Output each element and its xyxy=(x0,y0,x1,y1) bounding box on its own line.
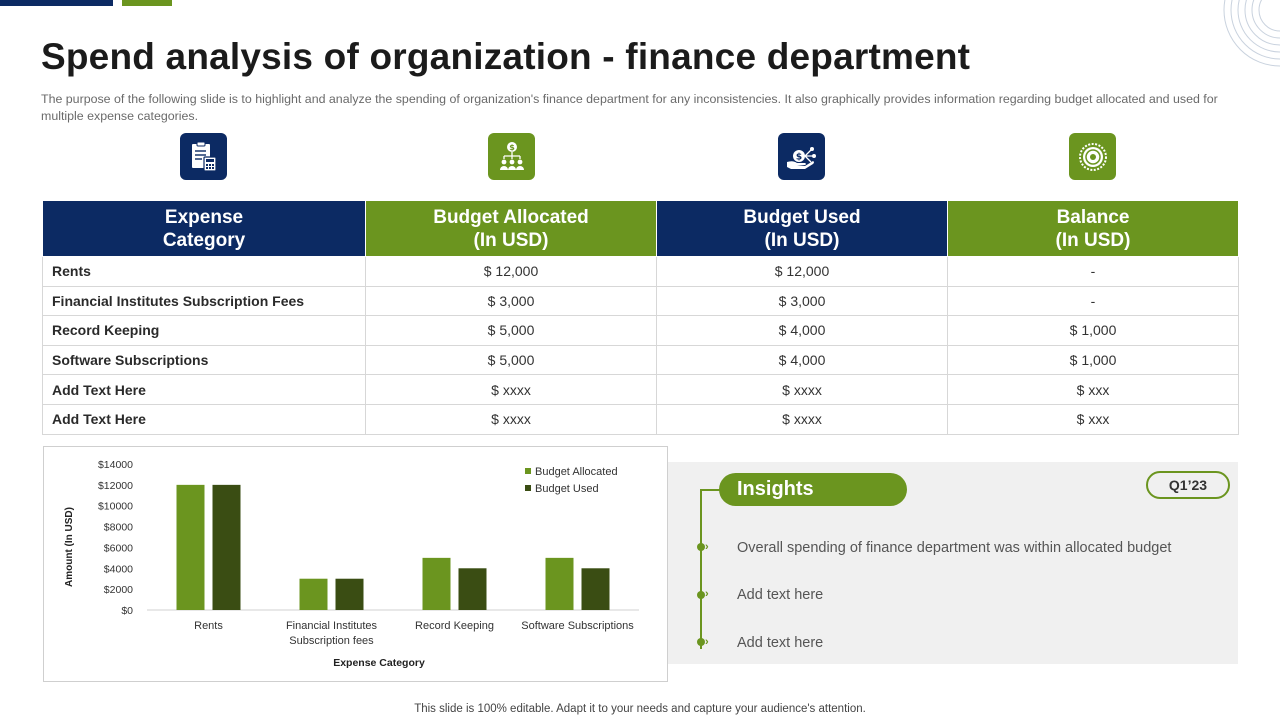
budget-bar-chart: $0 $2000 $4000 $6000 $8000 $10000 $12000 $14000… xyxy=(43,446,668,682)
insight-item: Add text here xyxy=(737,587,824,603)
chevron-right-icon: › xyxy=(705,588,709,600)
y-tick-label: $12000 xyxy=(98,480,133,492)
table-header-row: Expense Category Budget Allocated (In USD)… xyxy=(42,200,1239,257)
table-row: Add Text Here $ xxxx $ xxxx $ xxx xyxy=(42,374,1239,405)
cell-balance: - xyxy=(947,285,1239,317)
y-tick-label: $14000 xyxy=(98,459,133,471)
header-expense-category: Expense Category xyxy=(42,200,366,257)
x-tick-label: Record Keeping xyxy=(415,620,494,632)
cell-used: $ 3,000 xyxy=(656,285,948,317)
x-tick-label: Subscription fees xyxy=(289,635,374,647)
cell-used: $ xxxx xyxy=(656,403,948,435)
x-axis-title: Expense Category xyxy=(333,657,425,669)
quarter-badge: Q1’23 xyxy=(1146,471,1230,499)
insights-label: Insights xyxy=(719,473,907,506)
insight-bullet xyxy=(697,638,705,646)
decorative-circles xyxy=(1223,0,1280,67)
x-tick-label: Rents xyxy=(194,620,223,632)
top-accent-bar-green xyxy=(122,0,172,6)
table-row: Software Subscriptions $ 5,000 $ 4,000 $… xyxy=(42,344,1239,376)
chevron-right-icon: › xyxy=(705,541,709,553)
y-tick-label: $4000 xyxy=(104,563,133,575)
cell-balance: $ xxx xyxy=(947,403,1239,435)
bar-budget-allocated xyxy=(545,557,574,610)
table-row: Record Keeping $ 5,000 $ 4,000 $ 1,000 xyxy=(42,315,1239,346)
x-tick-label: Financial Institutes xyxy=(286,620,378,632)
x-tick-label: Software Subscriptions xyxy=(521,620,634,632)
legend-swatch xyxy=(525,468,531,474)
cell-used: $ 12,000 xyxy=(656,256,948,287)
header-budget-used: Budget Used (In USD) xyxy=(656,200,948,257)
y-tick-label: $10000 xyxy=(98,501,133,513)
top-accent-bar-navy xyxy=(0,0,113,6)
dollar-team-icon: $ xyxy=(488,133,535,180)
y-axis-title: Amount (In USD) xyxy=(64,507,75,587)
svg-text:$: $ xyxy=(795,152,801,162)
cell-category: Software Subscriptions xyxy=(42,344,366,376)
cell-allocated: $ xxxx xyxy=(365,403,657,435)
y-tick-label: $6000 xyxy=(104,542,133,554)
table-row: Add Text Here $ xxxx $ xxxx $ xxx xyxy=(42,403,1239,435)
y-tick-label: $2000 xyxy=(104,584,133,596)
insights-connector xyxy=(700,489,720,491)
chart-svg: $0 $2000 $4000 $6000 $8000 $10000 $12000 $14000… xyxy=(64,459,639,669)
bar-budget-used xyxy=(335,578,364,610)
cell-allocated: $ 5,000 xyxy=(365,315,657,346)
cell-balance: $ xxx xyxy=(947,374,1239,405)
cell-allocated: $ xxxx xyxy=(365,374,657,405)
cell-allocated: $ 5,000 xyxy=(365,344,657,376)
page-title: Spend analysis of organization - finance… xyxy=(41,36,971,77)
legend-label: Budget Used xyxy=(535,483,599,495)
cell-balance: - xyxy=(947,256,1239,287)
table-row: Rents $ 12,000 $ 12,000 - xyxy=(42,256,1239,287)
cell-allocated: $ 12,000 xyxy=(365,256,657,287)
insights-timeline-line xyxy=(700,489,702,649)
cell-category: Rents xyxy=(42,256,366,287)
calculator-invoice-icon xyxy=(180,133,227,180)
page-subtitle: The purpose of the following slide is to… xyxy=(41,92,1218,123)
bar-budget-used xyxy=(581,568,610,610)
legend-label: Budget Allocated xyxy=(535,466,618,478)
money-hand-network-icon: $ xyxy=(778,133,825,180)
header-balance: Balance (In USD) xyxy=(947,200,1239,257)
legend-swatch xyxy=(525,485,531,491)
chevron-right-icon: › xyxy=(705,636,709,648)
bar-budget-used xyxy=(212,484,241,610)
cell-used: $ 4,000 xyxy=(656,315,948,346)
coin-icon xyxy=(1069,133,1116,180)
cell-allocated: $ 3,000 xyxy=(365,285,657,317)
cell-balance: $ 1,000 xyxy=(947,344,1239,376)
bar-budget-allocated xyxy=(422,557,451,610)
cell-balance: $ 1,000 xyxy=(947,315,1239,346)
cell-used: $ xxxx xyxy=(656,374,948,405)
cell-category: Financial Institutes Subscription Fees xyxy=(42,285,366,317)
insight-bullet xyxy=(697,543,705,551)
cell-category: Add Text Here xyxy=(42,403,366,435)
header-budget-allocated: Budget Allocated (In USD) xyxy=(365,200,657,257)
y-tick-label: $0 xyxy=(121,605,133,617)
insight-bullet xyxy=(697,591,705,599)
insight-item: Add text here xyxy=(737,635,824,651)
insight-item: Overall spending of finance department w… xyxy=(737,540,1172,556)
y-tick-label: $8000 xyxy=(104,522,133,534)
bar-budget-allocated xyxy=(299,578,328,610)
svg-text:$: $ xyxy=(509,143,515,152)
cell-category: Add Text Here xyxy=(42,374,366,405)
footer-note: This slide is 100% editable. Adapt it to… xyxy=(414,703,866,715)
bar-budget-allocated xyxy=(176,484,205,610)
cell-category: Record Keeping xyxy=(42,315,366,346)
bar-budget-used xyxy=(458,568,487,610)
expense-table: Expense Category Budget Allocated (In USD)… xyxy=(42,200,1239,435)
table-row: Financial Institutes Subscription Fees $… xyxy=(42,285,1239,317)
cell-used: $ 4,000 xyxy=(656,344,948,376)
